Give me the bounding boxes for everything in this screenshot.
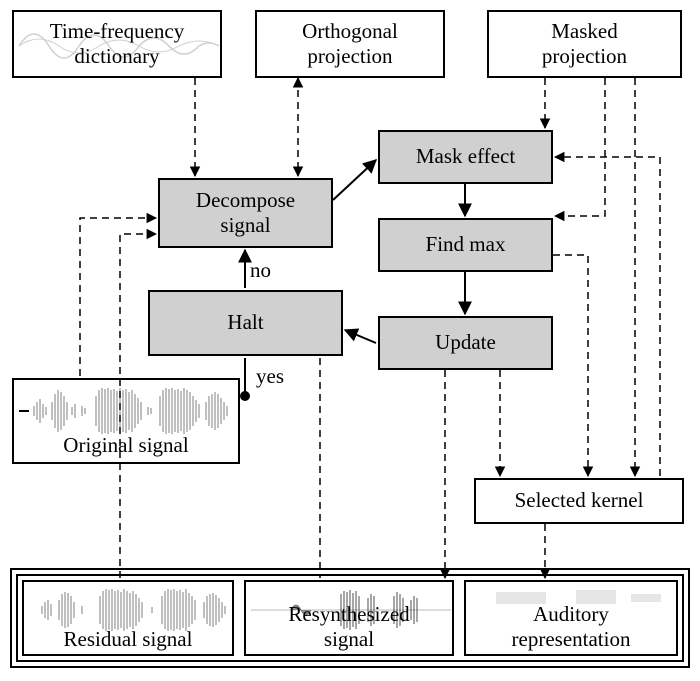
no-label: no	[250, 258, 271, 283]
decompose-label: Decompose signal	[196, 188, 295, 238]
decompose-signal-box: Decompose signal	[158, 178, 333, 248]
time-frequency-dictionary-box: Time-frequency dictionary	[12, 10, 222, 78]
tf-dict-label: Time-frequency dictionary	[50, 19, 185, 68]
auditory-representation-box: Auditory representation	[464, 580, 678, 656]
selected-kernel-box: Selected kernel	[474, 478, 684, 524]
waveform-icon	[14, 384, 238, 439]
auditory-label: Auditory representation	[512, 602, 631, 652]
find-max-box: Find max	[378, 218, 553, 272]
halt-label: Halt	[227, 310, 263, 335]
orth-proj-label: Orthogonal projection	[302, 19, 398, 69]
update-label: Update	[435, 330, 496, 355]
orthogonal-projection-box: Orthogonal projection	[255, 10, 445, 78]
resynthesized-signal-box: Resynthesized signal	[244, 580, 454, 656]
mask-proj-label: Masked projection	[542, 19, 627, 69]
update-box: Update	[378, 316, 553, 370]
find-max-label: Find max	[426, 232, 506, 257]
residual-signal-label: Residual signal	[64, 627, 193, 652]
masked-projection-box: Masked projection	[487, 10, 682, 78]
residual-signal-box: Residual signal	[22, 580, 234, 656]
yes-label: yes	[256, 364, 284, 389]
halt-box: Halt	[148, 290, 343, 356]
mask-effect-label: Mask effect	[416, 144, 515, 169]
selected-kernel-label: Selected kernel	[515, 488, 644, 513]
mask-effect-box: Mask effect	[378, 130, 553, 184]
original-signal-box: Original signal	[12, 378, 240, 464]
resynth-label: Resynthesized signal	[288, 602, 409, 652]
original-signal-label: Original signal	[63, 433, 188, 458]
